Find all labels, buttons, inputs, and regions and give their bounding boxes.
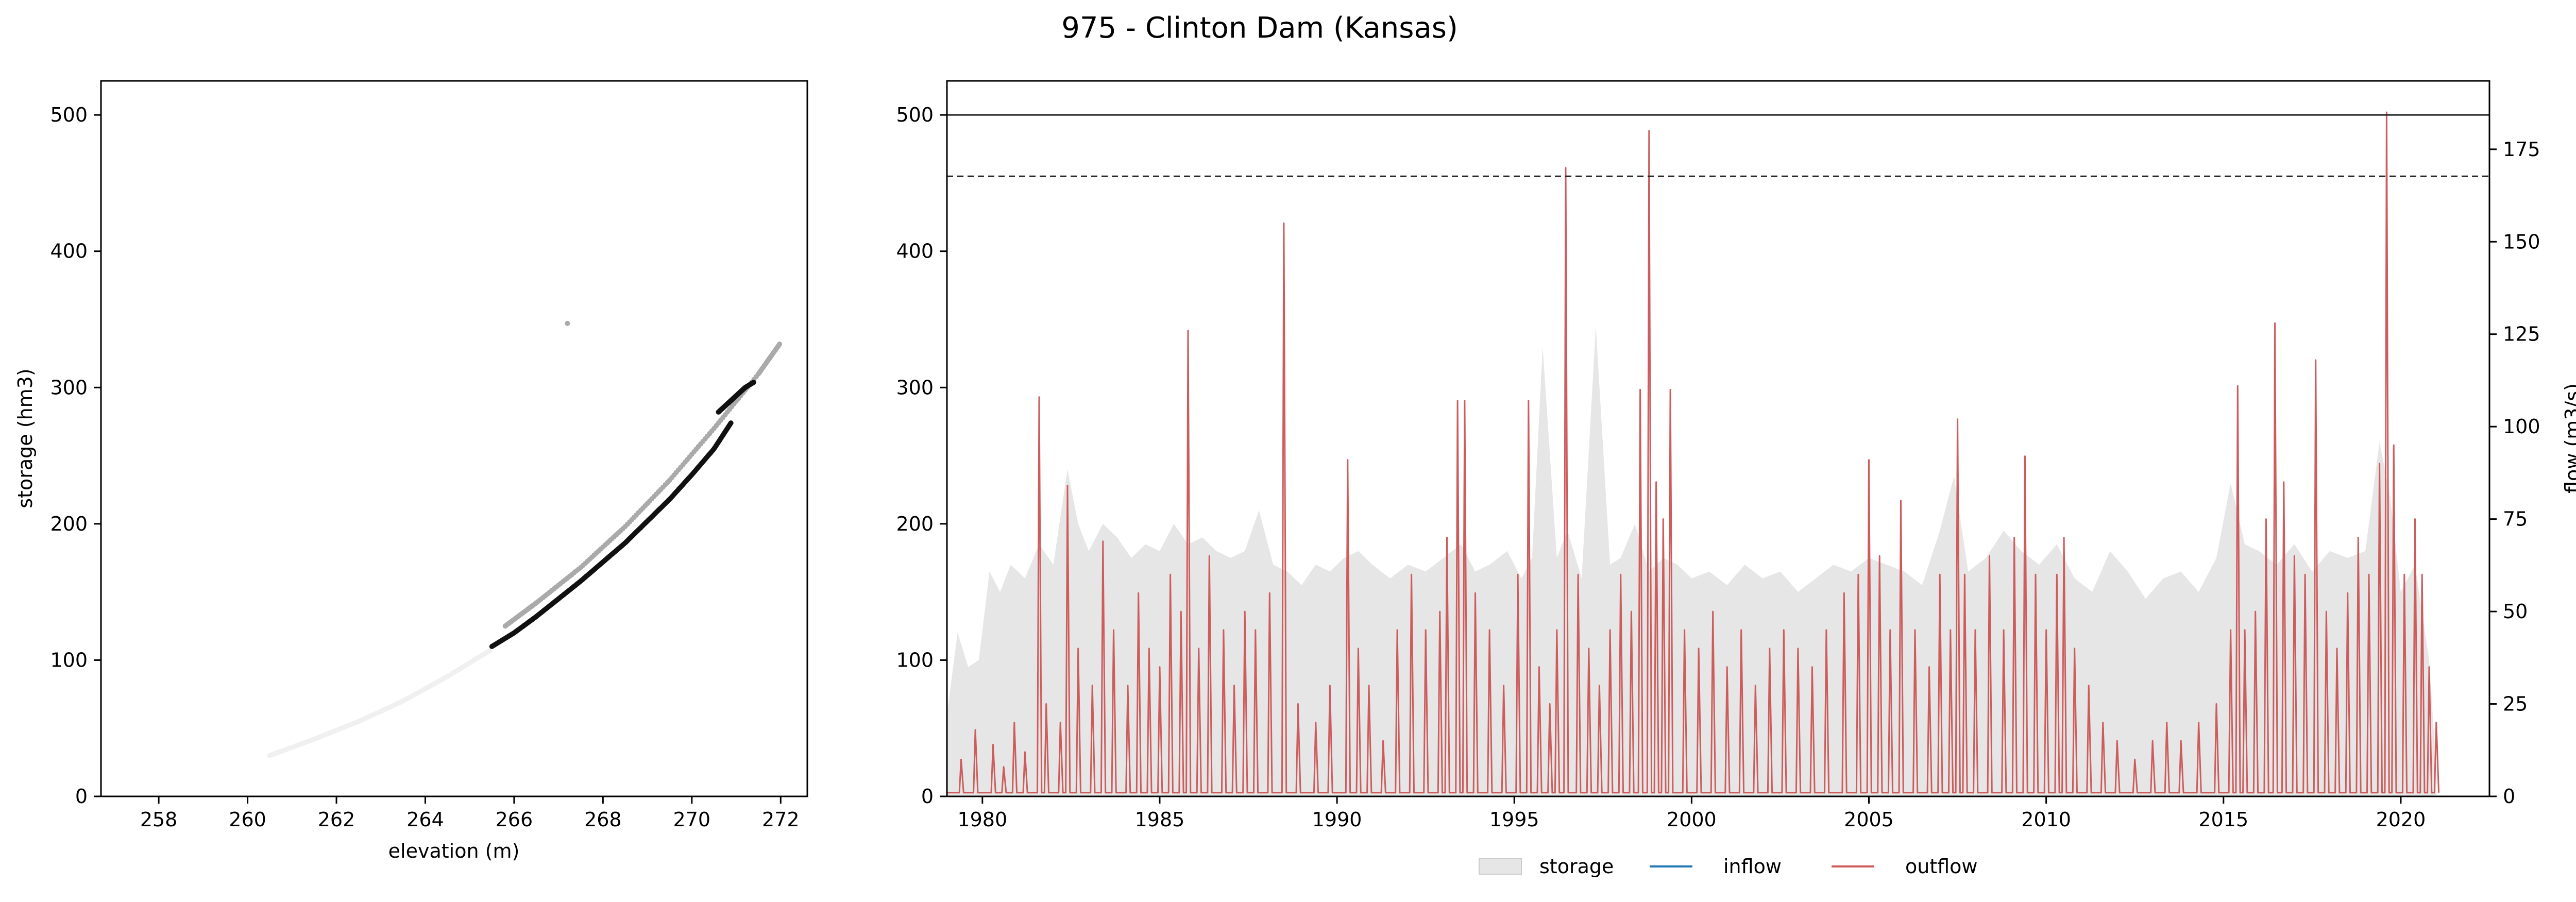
y2-tick-label: 50 [2503,600,2528,623]
y2-tick-label: 25 [2503,693,2528,716]
y-tick-label: 400 [50,240,88,263]
y-tick-label: 200 [50,513,88,535]
y2-tick-label: 100 [2503,415,2540,438]
scatter-point [777,342,783,347]
scatter-point [751,380,756,385]
figure-title: 975 - Clinton Dam (Kansas) [1061,11,1458,45]
outflow-line [947,111,2440,794]
y-tick-label: 500 [896,104,934,126]
storage-area [947,326,2436,796]
scatter-point [487,648,493,653]
right-y-axis-label: flow (m3/s) [2561,383,2576,493]
scatter-point [565,320,570,326]
y2-tick-label: 125 [2503,323,2540,346]
x-tick-label: 266 [496,808,533,831]
left-x-ticks: 258 260 262 264 266 268 270 272 [140,796,800,831]
y-tick-label: 100 [50,649,88,671]
y-tick-label: 300 [50,376,88,399]
right-y-ticks-right: 0 25 50 75 100 125 150 175 [2489,138,2540,808]
y-tick-label: 0 [921,785,934,808]
y2-tick-label: 0 [2503,785,2515,808]
x-tick-label: 1985 [1135,808,1185,831]
left-y-axis-label: storage (hm3) [14,368,37,508]
elevation-storage-chart: 258 260 262 264 266 268 270 272 0 100 200 300 400 50… [14,80,808,862]
scatter-marks [267,320,783,758]
scatter-point [728,420,734,426]
x-tick-label: 2005 [1844,808,1894,831]
legend-inflow-label: inflow [1723,855,1782,878]
left-plot-frame [100,80,808,797]
y-tick-label: 400 [896,240,934,263]
y-tick-label: 500 [50,104,88,126]
right-plot-frame [946,80,2490,797]
y2-tick-label: 75 [2503,508,2528,531]
legend: storage inflow outflow [1479,855,1978,878]
x-tick-label: 258 [140,808,178,831]
legend-outflow-label: outflow [1905,855,1978,878]
legend-storage-label: storage [1539,855,1614,878]
x-tick-label: 2000 [1667,808,1717,831]
x-tick-label: 1995 [1489,808,1539,831]
x-tick-label: 268 [584,808,622,831]
x-tick-label: 2015 [2198,808,2248,831]
y-tick-label: 100 [896,649,934,671]
x-tick-label: 1990 [1312,808,1362,831]
y2-tick-label: 150 [2503,230,2540,253]
x-tick-label: 262 [318,808,355,831]
x-tick-label: 260 [229,808,266,831]
legend-storage-swatch [1479,858,1522,875]
y-tick-label: 300 [896,376,934,399]
y-tick-label: 200 [896,513,934,535]
x-tick-label: 270 [673,808,711,831]
x-tick-label: 2020 [2376,808,2426,831]
x-tick-label: 1980 [957,808,1007,831]
storage-flow-chart: 1980 1985 1990 1995 2000 2005 2010 2015 2020 010… [896,80,2576,878]
left-y-ticks: 0 100 200 300 400 500 [50,104,101,808]
y2-tick-label: 175 [2503,138,2540,161]
x-tick-label: 264 [406,808,444,831]
x-tick-label: 2010 [2021,808,2071,831]
right-x-ticks: 1980 1985 1990 1995 2000 2005 2010 2015 2020 [957,796,2426,831]
y-tick-label: 0 [75,785,88,808]
x-tick-label: 272 [762,808,800,831]
right-y-ticks-left: 0 100 200 300 400 500 [896,104,947,808]
timeseries-marks [947,111,2489,796]
left-x-axis-label: elevation (m) [388,840,520,862]
